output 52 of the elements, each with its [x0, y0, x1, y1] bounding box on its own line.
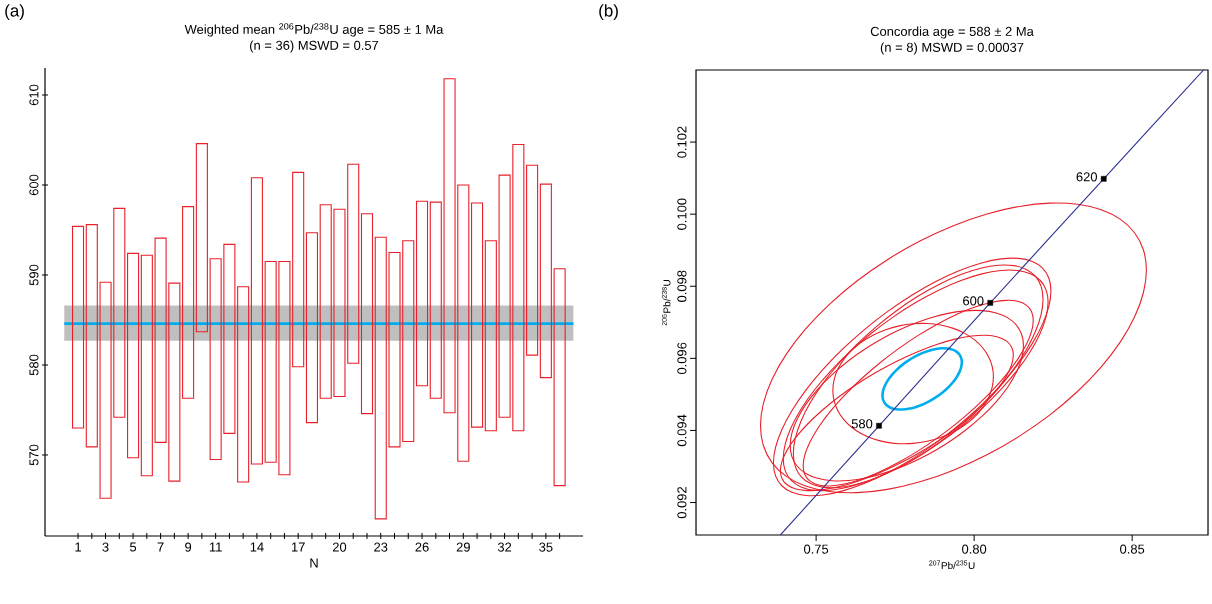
x-tick-label: 23 — [374, 542, 388, 552]
bar — [71, 225, 85, 429]
x-tick-label: 29 — [456, 542, 470, 552]
y-tick-label: 580 — [29, 354, 39, 376]
annotation: 620 — [1076, 172, 1098, 182]
y-tick-label: 570 — [29, 444, 39, 466]
chart-title: Concordia age = 588 ± 2 Ma — [870, 26, 1034, 39]
bar — [305, 232, 318, 424]
bar — [471, 202, 484, 428]
x-tick-label: 3 — [102, 542, 109, 552]
x-tick-label: 0.80 — [962, 544, 987, 554]
x-tick-label: 5 — [129, 542, 137, 552]
point — [1100, 176, 1107, 182]
x-tick-label: 11 — [209, 542, 222, 552]
annotation: 580 — [851, 419, 873, 429]
bar — [250, 177, 263, 465]
y-tick-label: 0.098 — [677, 270, 687, 302]
y-tick-label: 0.096 — [677, 342, 687, 375]
bar — [526, 164, 539, 356]
text: (a) — [5, 4, 24, 20]
chart-subtitle: (n = 8) MSWD = 0.00037 — [880, 42, 1024, 55]
x-tick-label: 35 — [539, 542, 553, 552]
line-series — [779, 69, 1205, 535]
x-tick-label: 20 — [332, 542, 347, 552]
x-axis-title: $^{207}$Pb/$^{235}$U — [929, 560, 975, 570]
x-tick-label: 7 — [157, 542, 164, 552]
bar — [415, 200, 429, 387]
x-tick-label: 26 — [415, 542, 429, 552]
x-tick-label: 0.85 — [1120, 544, 1145, 554]
x-tick-label: 32 — [497, 542, 512, 552]
point — [876, 422, 882, 429]
y-tick-label: 590 — [29, 264, 39, 286]
x-tick-label: 0.75 — [804, 544, 829, 554]
y-tick-label: 0.094 — [677, 414, 687, 447]
y-axis-title: $^{206}$Pb/$^{238}$U — [661, 280, 671, 326]
bar — [360, 213, 374, 415]
text: (b) — [599, 4, 618, 20]
point — [987, 300, 994, 306]
chart-title: Weighted mean $^{206}$Pb/$^{238}$U age = 585 ± 1 Ma — [184, 23, 444, 37]
chart-subtitle: (n = 36) MSWD = 0.57 — [250, 40, 379, 53]
y-tick-label: 0.100 — [677, 198, 687, 230]
bar — [127, 252, 140, 459]
annotation: 600 — [963, 296, 984, 306]
x-tick-label: 17 — [291, 542, 305, 552]
y-tick-label: 0.092 — [677, 487, 687, 519]
y-tick-label: 610 — [29, 84, 39, 106]
y-tick-label: 600 — [29, 174, 39, 196]
x-tick-label: 14 — [250, 542, 264, 552]
x-tick-label: 9 — [185, 542, 192, 552]
x-axis-title: N — [310, 558, 318, 568]
x-tick-label: 1 — [75, 542, 82, 552]
y-tick-label: 0.102 — [677, 126, 687, 158]
